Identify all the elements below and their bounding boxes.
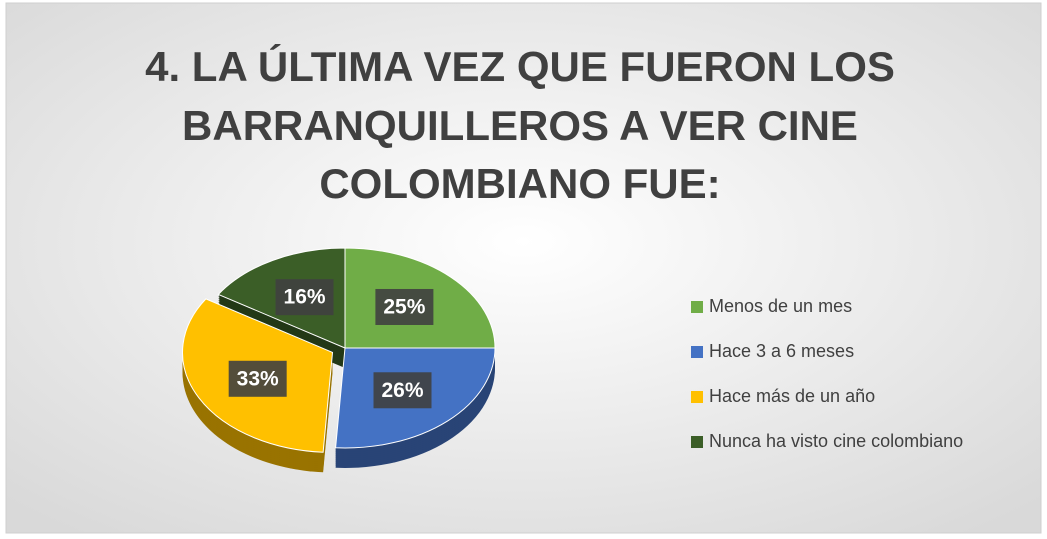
data-label: 26% xyxy=(381,379,423,402)
legend-label: Hace más de un año xyxy=(709,386,875,406)
legend-swatch xyxy=(691,436,703,448)
legend-swatch xyxy=(691,301,703,313)
data-label: 33% xyxy=(237,367,279,390)
legend-label: Hace 3 a 6 meses xyxy=(709,341,854,361)
chart-title: COLOMBIANO FUE: xyxy=(319,160,720,207)
chart-title: 4. LA ÚLTIMA VEZ QUE FUERON LOS xyxy=(145,42,895,90)
data-label: 25% xyxy=(383,296,425,319)
data-label: 16% xyxy=(284,286,326,309)
data-label-box xyxy=(375,288,434,325)
legend-label: Menos de un mes xyxy=(709,296,852,316)
legend-swatch xyxy=(691,391,703,403)
data-label-box xyxy=(373,372,432,409)
chart-background xyxy=(5,2,1042,534)
legend-label: Nunca ha visto cine colombiano xyxy=(709,431,963,451)
legend-swatch xyxy=(691,346,703,358)
data-label-box xyxy=(228,360,287,397)
chart-title: BARRANQUILLEROS A VER CINE xyxy=(182,102,858,149)
data-label-box xyxy=(275,279,334,316)
